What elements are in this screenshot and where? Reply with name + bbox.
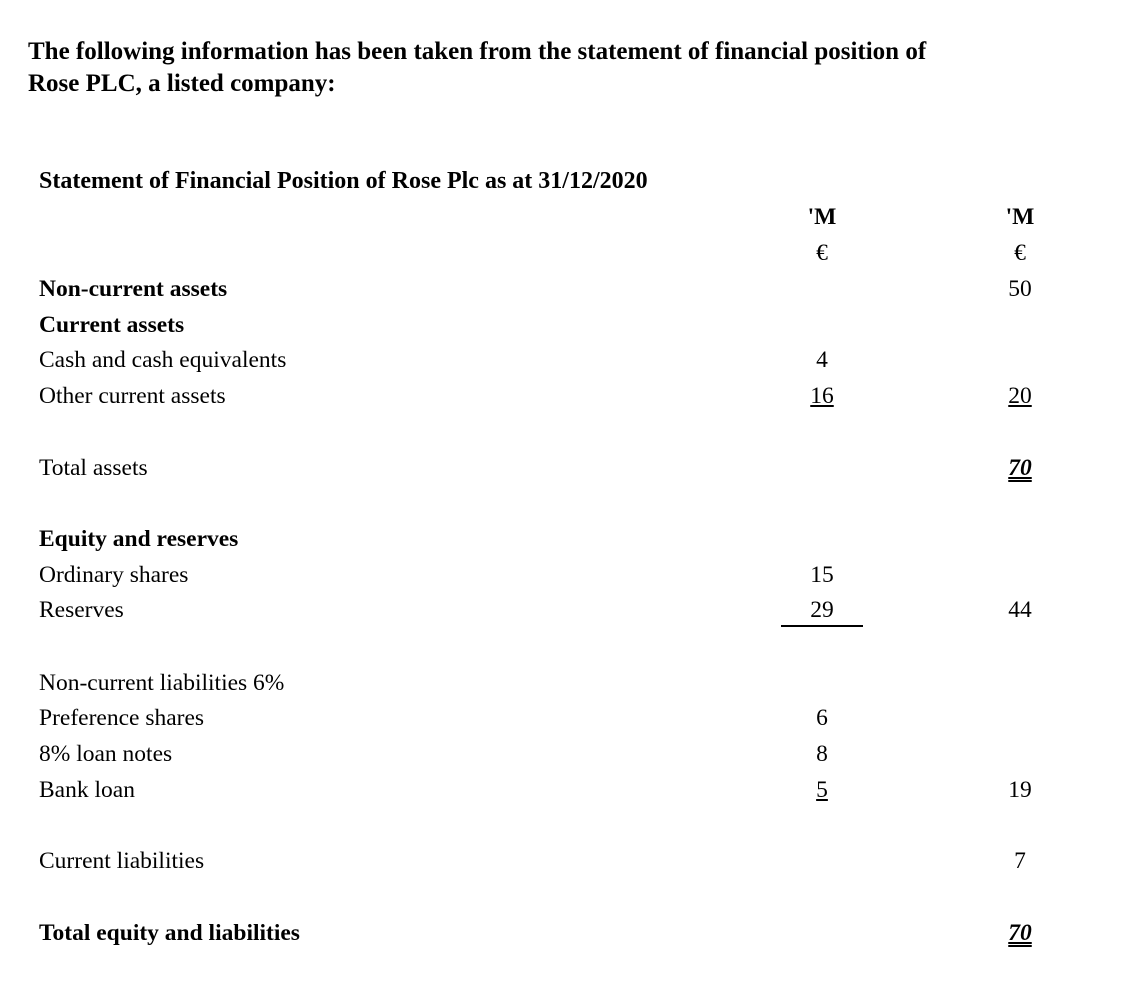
row-label-loan-notes: 8% loan notes bbox=[39, 741, 173, 767]
value-preference-shares: 6 bbox=[816, 705, 828, 731]
row-label-current-liabilities: Current liabilities bbox=[39, 848, 205, 874]
statement-title: Statement of Financial Position of Rose … bbox=[39, 168, 648, 194]
col1-header-currency: € bbox=[816, 240, 828, 266]
value-current-liabilities: 7 bbox=[1014, 848, 1026, 874]
row-label-preference-shares: Preference shares bbox=[39, 705, 205, 731]
col2-header-unit: 'M bbox=[1005, 204, 1035, 230]
row-label-reserves: Reserves bbox=[39, 597, 124, 623]
intro-text: The following information has been taken… bbox=[28, 36, 1028, 100]
value-total-assets: 70 bbox=[1008, 455, 1032, 481]
col2-header-currency: € bbox=[1014, 240, 1026, 266]
row-label-non-current-liabilities: Non-current liabilities 6% bbox=[39, 670, 285, 696]
value-bank-loan: 5 bbox=[816, 777, 828, 803]
value-other-current-assets-col1: 16 bbox=[810, 383, 834, 409]
row-label-other-current-assets: Other current assets bbox=[39, 383, 226, 409]
value-cash: 4 bbox=[816, 347, 828, 373]
value-current-assets-total: 20 bbox=[1008, 383, 1032, 409]
value-equity-total: 44 bbox=[1008, 597, 1032, 623]
value-loan-notes: 8 bbox=[816, 741, 828, 767]
subtotal-rule bbox=[781, 625, 863, 627]
col1-header-unit: 'M bbox=[807, 204, 837, 230]
intro-line-1: The following information has been taken… bbox=[28, 38, 927, 65]
value-ordinary-shares: 15 bbox=[810, 562, 834, 588]
value-total-equity-liabilities: 70 bbox=[1008, 920, 1032, 946]
intro-line-2: Rose PLC, a listed company: bbox=[28, 70, 336, 97]
row-label-bank-loan: Bank loan bbox=[39, 777, 135, 803]
row-label-total-assets: Total assets bbox=[39, 455, 148, 481]
row-label-ordinary-shares: Ordinary shares bbox=[39, 562, 189, 588]
row-label-non-current-assets: Non-current assets bbox=[39, 276, 228, 302]
row-label-total-equity-liabilities: Total equity and liabilities bbox=[39, 920, 300, 946]
value-non-current-liabilities-total: 19 bbox=[1008, 777, 1032, 803]
row-label-cash: Cash and cash equivalents bbox=[39, 347, 287, 373]
row-label-current-assets: Current assets bbox=[39, 312, 185, 338]
value-non-current-assets: 50 bbox=[1008, 276, 1032, 302]
value-reserves: 29 bbox=[810, 597, 834, 623]
row-label-equity-reserves: Equity and reserves bbox=[39, 526, 239, 552]
